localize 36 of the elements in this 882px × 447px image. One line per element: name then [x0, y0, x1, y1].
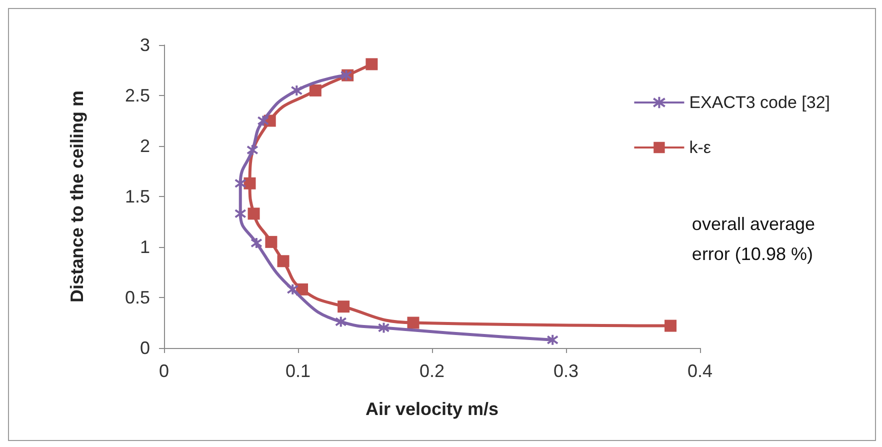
y-tick-label: 0.5 [124, 288, 150, 308]
point [277, 255, 290, 268]
point [407, 316, 420, 329]
point [334, 316, 347, 328]
x-axis-title: Air velocity m/s [365, 399, 499, 419]
x-tick-label: 0 [158, 361, 170, 381]
point [546, 334, 559, 346]
point [290, 84, 303, 96]
x-tick-label: 0.1 [285, 361, 311, 381]
point [248, 208, 260, 220]
point [286, 283, 299, 296]
point [250, 236, 262, 249]
point [246, 144, 258, 156]
y-tick-label: 0 [140, 338, 150, 358]
point [366, 58, 378, 70]
point [234, 208, 246, 220]
y-axis-title: Distance to the ceiling m [67, 90, 87, 303]
point [244, 177, 256, 190]
y-tick-label: 1 [140, 237, 150, 257]
point [378, 322, 390, 334]
point [309, 84, 322, 96]
point [257, 114, 270, 127]
y-tick-label: 2.5 [124, 86, 150, 106]
point [338, 300, 350, 313]
annotation: overall average error (10.98 %) [692, 214, 816, 264]
legend-label: k-ε [689, 138, 712, 157]
x-tick-label: 0.4 [687, 361, 713, 381]
y-tick-label: 3 [140, 35, 150, 55]
y-tick-label: 1.5 [124, 186, 150, 206]
x-tick-label: 0.2 [419, 361, 445, 381]
point [234, 177, 246, 190]
x-tick-label: 0.3 [553, 361, 579, 381]
point [265, 236, 278, 248]
y-tick-label: 2 [140, 136, 150, 156]
point [664, 320, 677, 332]
legend-label: EXACT3 code [32] [689, 93, 830, 112]
